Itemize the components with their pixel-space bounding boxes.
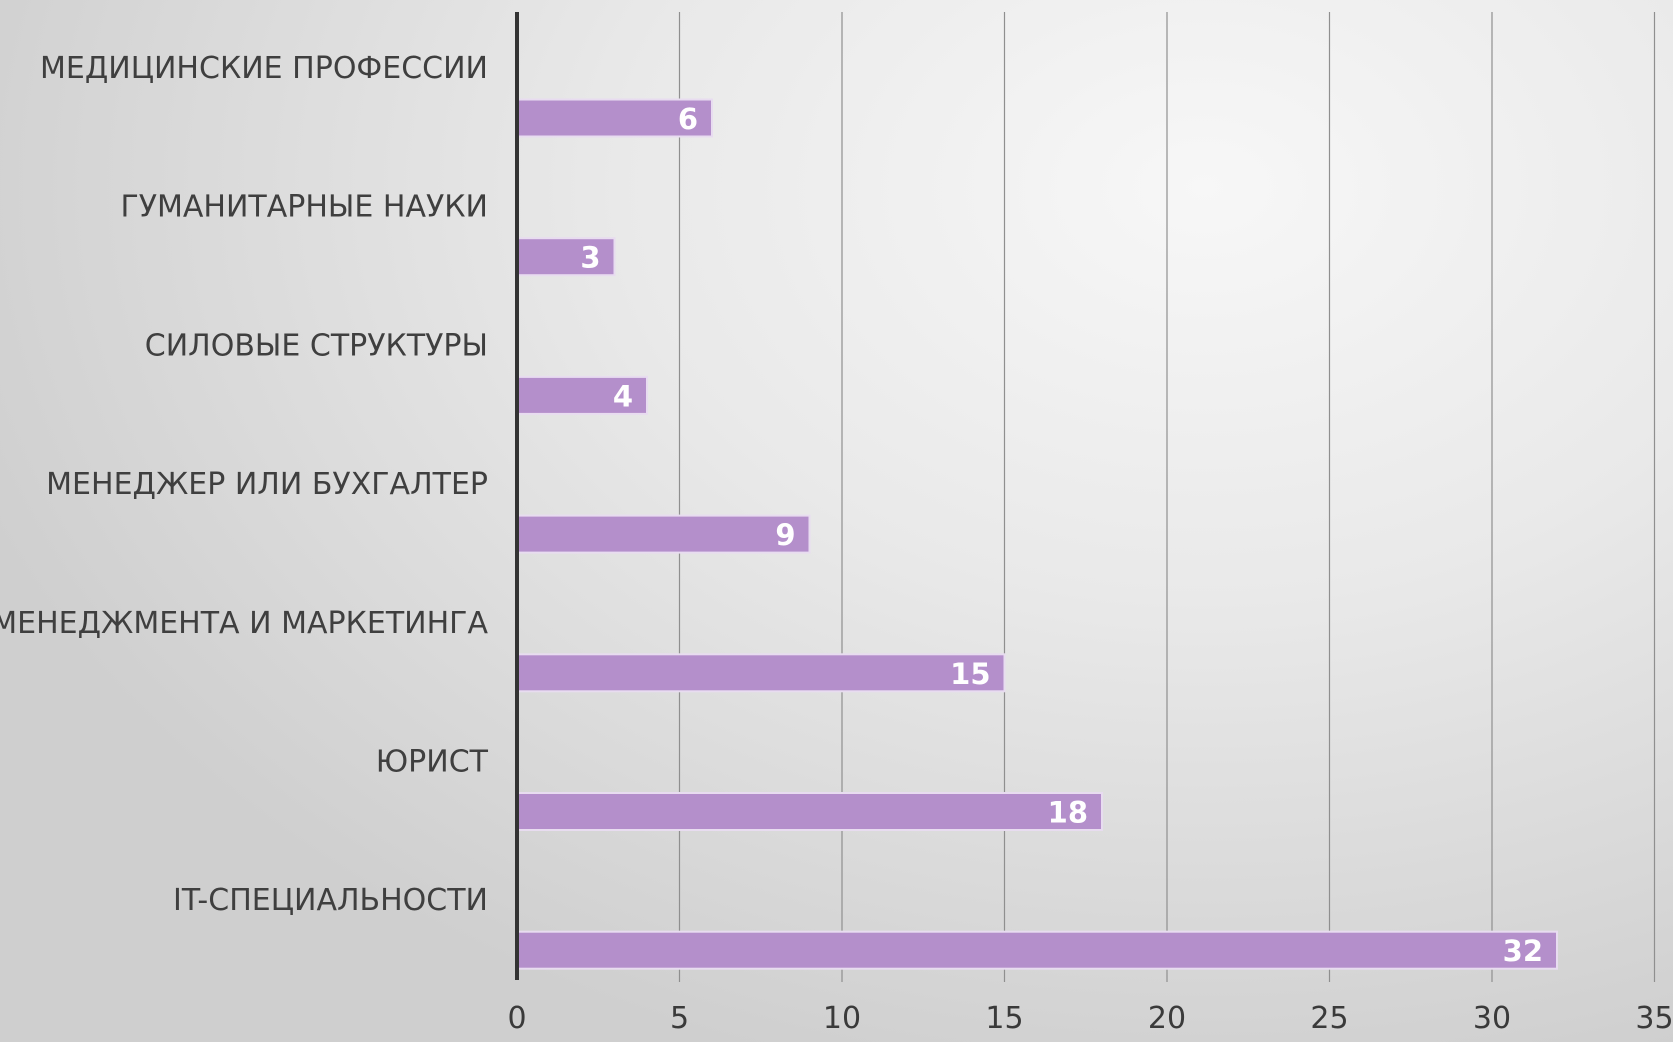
category-label: ЮРИСТ <box>376 745 489 780</box>
bar <box>516 930 1558 970</box>
category-label: СИЛОВЫЕ СТРУКТУРЫ <box>145 328 488 363</box>
bars <box>516 98 1558 970</box>
category-labels: МЕДИЦИНСКИЕ ПРОФЕССИИ ГУМАНИТАРНЫЕ НАУКИ С… <box>0 51 489 918</box>
bar <box>516 514 811 554</box>
category-label: МЕНЕДЖЕР ИЛИ БУХГАЛТЕР <box>46 467 488 502</box>
x-tick-label: 25 <box>1310 1001 1348 1036</box>
data-label: 6 <box>678 102 698 136</box>
data-label: 15 <box>950 657 990 691</box>
data-label: 32 <box>1503 934 1543 968</box>
bar <box>516 237 616 277</box>
category-label: МЕДИЦИНСКИЕ ПРОФЕССИИ <box>40 51 488 86</box>
x-tick-label: 20 <box>1148 1001 1186 1036</box>
category-label: IT-СПЕЦИАЛЬНОСТИ <box>173 883 488 918</box>
data-label: 3 <box>580 241 600 275</box>
bar <box>516 375 648 415</box>
x-tick-label: 30 <box>1473 1001 1511 1036</box>
bar <box>516 792 1103 831</box>
x-tick-label: 10 <box>823 1001 861 1036</box>
data-label: 9 <box>775 518 795 552</box>
x-tick-label: 0 <box>507 1001 526 1036</box>
x-tick-label: 35 <box>1635 1001 1673 1036</box>
category-label: ГУМАНИТАРНЫЕ НАУКИ <box>120 190 488 225</box>
data-label: 4 <box>613 379 633 413</box>
gridlines <box>678 12 1656 982</box>
x-tick-label: 5 <box>670 1001 689 1036</box>
category-label: МЕНЕДЖМЕНТА И МАРКЕТИНГА <box>0 606 488 641</box>
x-tick-labels: 0 5 10 15 20 25 30 35 <box>507 1001 1673 1036</box>
data-labels: 6 3 4 9 15 18 32 <box>580 102 1543 968</box>
data-label: 18 <box>1048 796 1088 830</box>
x-tick-label: 15 <box>985 1001 1023 1036</box>
bar <box>516 653 1006 693</box>
